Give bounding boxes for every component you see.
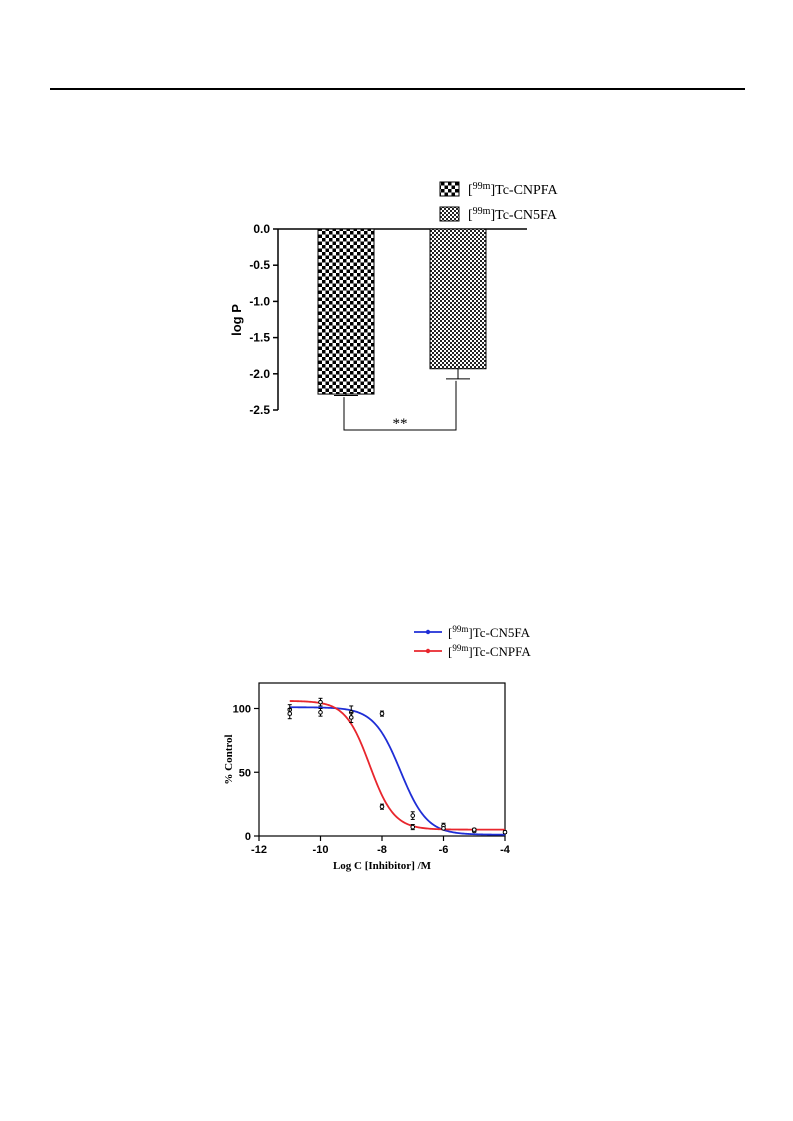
data-point-2: [441, 826, 446, 831]
data-point-1: [318, 699, 323, 705]
legend-label-2: [99m]Tc-CN5FA: [468, 206, 558, 223]
data-point-1: [502, 829, 508, 835]
legend-bracket: ]: [490, 183, 495, 198]
fit-curve-2: [289, 700, 505, 831]
y-axis-label: log P: [229, 304, 244, 336]
data-point-2: [318, 710, 323, 715]
x-tick-label: -12: [251, 844, 267, 856]
legend-marker-2: [425, 648, 431, 654]
legend-marker-1: [425, 629, 431, 635]
legend-bracket: ]: [468, 625, 472, 640]
ic50-curve-chart: -12 -10 -8 -6 -4 0 50 100 Log C [Inhibitor] /M % …: [223, 624, 531, 872]
legend-bracket: ]: [468, 644, 472, 659]
bar-2: [429, 228, 487, 370]
legend-label-2: [99m]Tc-CNPFA: [448, 643, 531, 659]
y-tick-label: 100: [233, 704, 251, 716]
y-axis-label: % Control: [223, 734, 235, 784]
y-tick-label: 0.0: [253, 222, 270, 236]
significance-bracket: [343, 380, 457, 431]
legend-name: Tc-CN5FA: [473, 625, 531, 640]
y-tick-label: 0: [245, 831, 251, 843]
legend-label-1: [99m]Tc-CNPFA: [468, 181, 559, 198]
fit-curve-1: [289, 706, 505, 836]
legend-name: Tc-CNPFA: [473, 644, 532, 659]
data-point-1: [410, 813, 416, 818]
legend-swatch-1: [439, 181, 460, 197]
legend-swatch-2: [439, 206, 460, 222]
data-point-2: [410, 824, 416, 830]
x-tick-label: -8: [377, 844, 387, 856]
y-tick-label: -2.5: [249, 403, 270, 417]
y-tick-label: -2.0: [249, 367, 270, 381]
data-point-2: [379, 804, 385, 809]
data-point-2: [471, 827, 477, 832]
x-axis-label: Log C [Inhibitor] /M: [333, 860, 432, 872]
y-tick-label: -1.5: [249, 331, 270, 345]
data-point-2: [287, 711, 293, 716]
logp-bar-chart: 0.0 -0.5 -1.0 -1.5 -2.0 -2.5 log P ** [99m]Tc-CN…: [229, 181, 559, 432]
legend-superscript: 99m: [452, 624, 468, 634]
header-rule: [50, 88, 745, 90]
legend-superscript: 99m: [473, 206, 491, 217]
x-tick-label: -4: [500, 844, 511, 856]
y-tick-label: -0.5: [249, 258, 270, 272]
plot-frame: [258, 682, 506, 837]
significance-label: **: [393, 416, 408, 432]
legend-name: Tc-CNPFA: [495, 183, 558, 198]
data-point-2: [348, 715, 354, 720]
legend-superscript: 99m: [452, 643, 468, 653]
legend-superscript: 99m: [473, 181, 491, 192]
data-point-1: [379, 711, 385, 716]
y-tick-label: -1.0: [249, 294, 270, 308]
x-tick-label: -6: [439, 844, 449, 856]
bar-1: [317, 228, 375, 395]
y-tick-label: 50: [239, 767, 251, 779]
x-tick-label: -10: [313, 844, 329, 856]
legend-name: Tc-CN5FA: [495, 208, 558, 223]
legend-label-1: [99m]Tc-CN5FA: [448, 624, 531, 640]
legend-bracket: ]: [490, 208, 495, 223]
